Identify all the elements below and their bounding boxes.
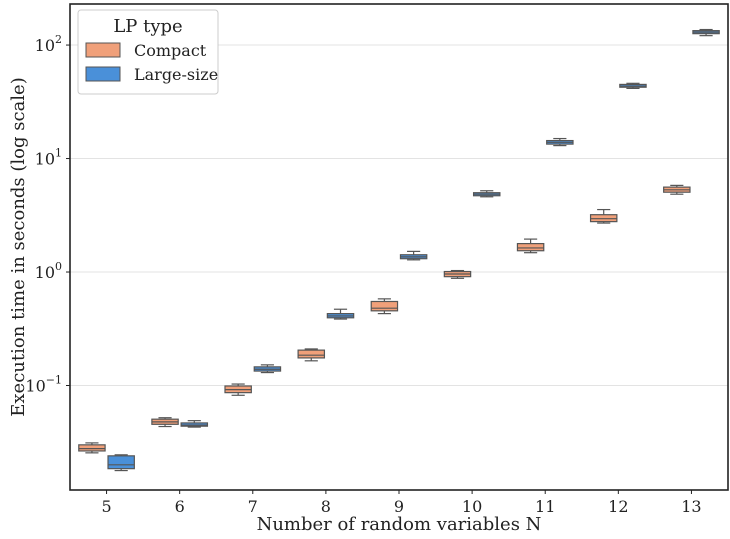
box-iqr xyxy=(370,300,399,312)
box-large-size-11 xyxy=(546,137,574,147)
legend-title: LP type xyxy=(113,16,182,37)
legend-label-compact: Compact xyxy=(134,41,207,60)
box-compact-9 xyxy=(370,298,399,315)
y-tick-exponent-3: 2 xyxy=(55,33,62,46)
x-tick-label-7: 7 xyxy=(248,497,258,516)
boxes xyxy=(78,28,720,472)
box-compact-5 xyxy=(78,442,106,454)
gridlines xyxy=(70,44,728,387)
box-iqr xyxy=(78,444,106,452)
box-compact-10 xyxy=(443,269,472,279)
box-compact-8 xyxy=(297,348,326,362)
x-tick-label-8: 8 xyxy=(321,497,331,516)
box-large-size-9 xyxy=(399,250,428,261)
y-tick-exponent-0: −1 xyxy=(46,374,62,387)
y-tick-exponent-1: 0 xyxy=(55,260,62,273)
box-iqr xyxy=(107,455,135,470)
box-iqr xyxy=(516,242,545,252)
box-large-size-8 xyxy=(326,308,355,320)
x-axis-label: Number of random variables N xyxy=(257,514,542,535)
legend-swatch-large-size xyxy=(85,66,121,82)
box-compact-7 xyxy=(224,383,252,396)
legend-swatch-compact xyxy=(85,42,121,58)
x-tick-label-10: 10 xyxy=(462,497,482,516)
box-large-size-10 xyxy=(472,190,501,198)
box-large-size-5 xyxy=(107,454,135,472)
legend: LP type Compact Large-size xyxy=(77,9,219,95)
y-tick-label-1: 100 xyxy=(35,260,62,282)
y-tick-label-2: 101 xyxy=(35,147,62,169)
box-compact-11 xyxy=(516,238,545,254)
x-tick-label-6: 6 xyxy=(175,497,185,516)
legend-label-large-size: Large-size xyxy=(134,65,218,84)
box-large-size-12 xyxy=(619,82,647,89)
x-tick-label-13: 13 xyxy=(681,497,701,516)
y-axis-label: Execution time in seconds (log scale) xyxy=(8,77,29,417)
x-axis-ticks: 5 6 7 8 9 10 11 12 13 xyxy=(101,490,702,516)
x-tick-label-9: 9 xyxy=(394,497,404,516)
x-tick-label-11: 11 xyxy=(535,497,555,516)
y-tick-label-3: 102 xyxy=(35,33,62,55)
x-tick-label-5: 5 xyxy=(101,497,111,516)
box-large-size-7 xyxy=(253,364,282,374)
y-tick-exponent-2: 1 xyxy=(55,147,62,160)
box-compact-6 xyxy=(151,417,179,428)
box-compact-12 xyxy=(589,208,618,224)
box-large-size-6 xyxy=(180,420,209,428)
box-iqr xyxy=(297,349,326,359)
x-tick-label-12: 12 xyxy=(608,497,628,516)
box-large-size-13 xyxy=(692,28,720,37)
box-compact-13 xyxy=(663,184,691,195)
y-tick-label-0: 10−1 xyxy=(25,374,62,396)
